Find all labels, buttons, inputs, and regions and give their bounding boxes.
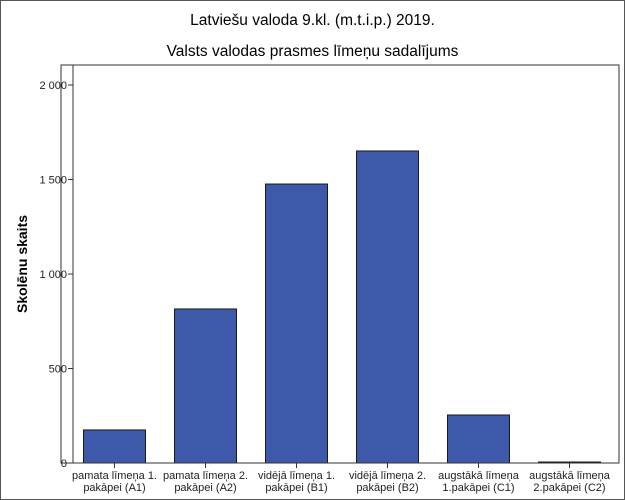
x-tick-label: pamata līmeņa 2. (163, 470, 248, 482)
y-tick-label: 1 000 (39, 269, 67, 281)
bar (356, 150, 419, 464)
y-axis: 0 500 1 000 1 500 2 000 (39, 65, 74, 470)
x-tick-label: 2.pakāpei (C2) (533, 482, 605, 494)
x-tick-label: augstākā līmeņa (438, 470, 520, 482)
x-tick-label: pakāpei (A1) (83, 482, 145, 494)
chart-subtitle: Valsts valodas prasmes līmeņu sadalījums (166, 43, 459, 60)
x-axis: pamata līmeņa 1.pakāpei (A1) pamata līmeņ… (72, 462, 619, 494)
x-tick-label: 1.pakāpei (C1) (442, 482, 514, 494)
x-tick-label: vidējā līmeņa 1. (258, 470, 335, 482)
chart-title: Latviešu valoda 9.kl. (m.t.i.p.) 2019. (190, 12, 435, 29)
x-tick-label: pamata līmeņa 1. (72, 470, 157, 482)
x-tick-label: pakāpei (B2) (356, 482, 418, 494)
x-tick-label: vidējā līmeņa 2. (349, 470, 426, 482)
y-tick-label: 2 000 (39, 80, 67, 92)
bar (83, 429, 146, 464)
bar (174, 308, 237, 464)
x-tick-label: pakāpei (A2) (174, 482, 236, 494)
y-axis-label: Skolēnu skaits (14, 215, 30, 313)
plot-area (60, 64, 620, 464)
bar (265, 183, 328, 464)
y-tick-label: 500 (49, 364, 67, 376)
bar (447, 414, 510, 464)
x-tick-label: pakāpei (B1) (265, 482, 327, 494)
y-tick-label: 0 (61, 458, 67, 470)
x-tick-label: augstākā līmeņa (529, 470, 611, 482)
y-tick-label: 1 500 (39, 175, 67, 187)
